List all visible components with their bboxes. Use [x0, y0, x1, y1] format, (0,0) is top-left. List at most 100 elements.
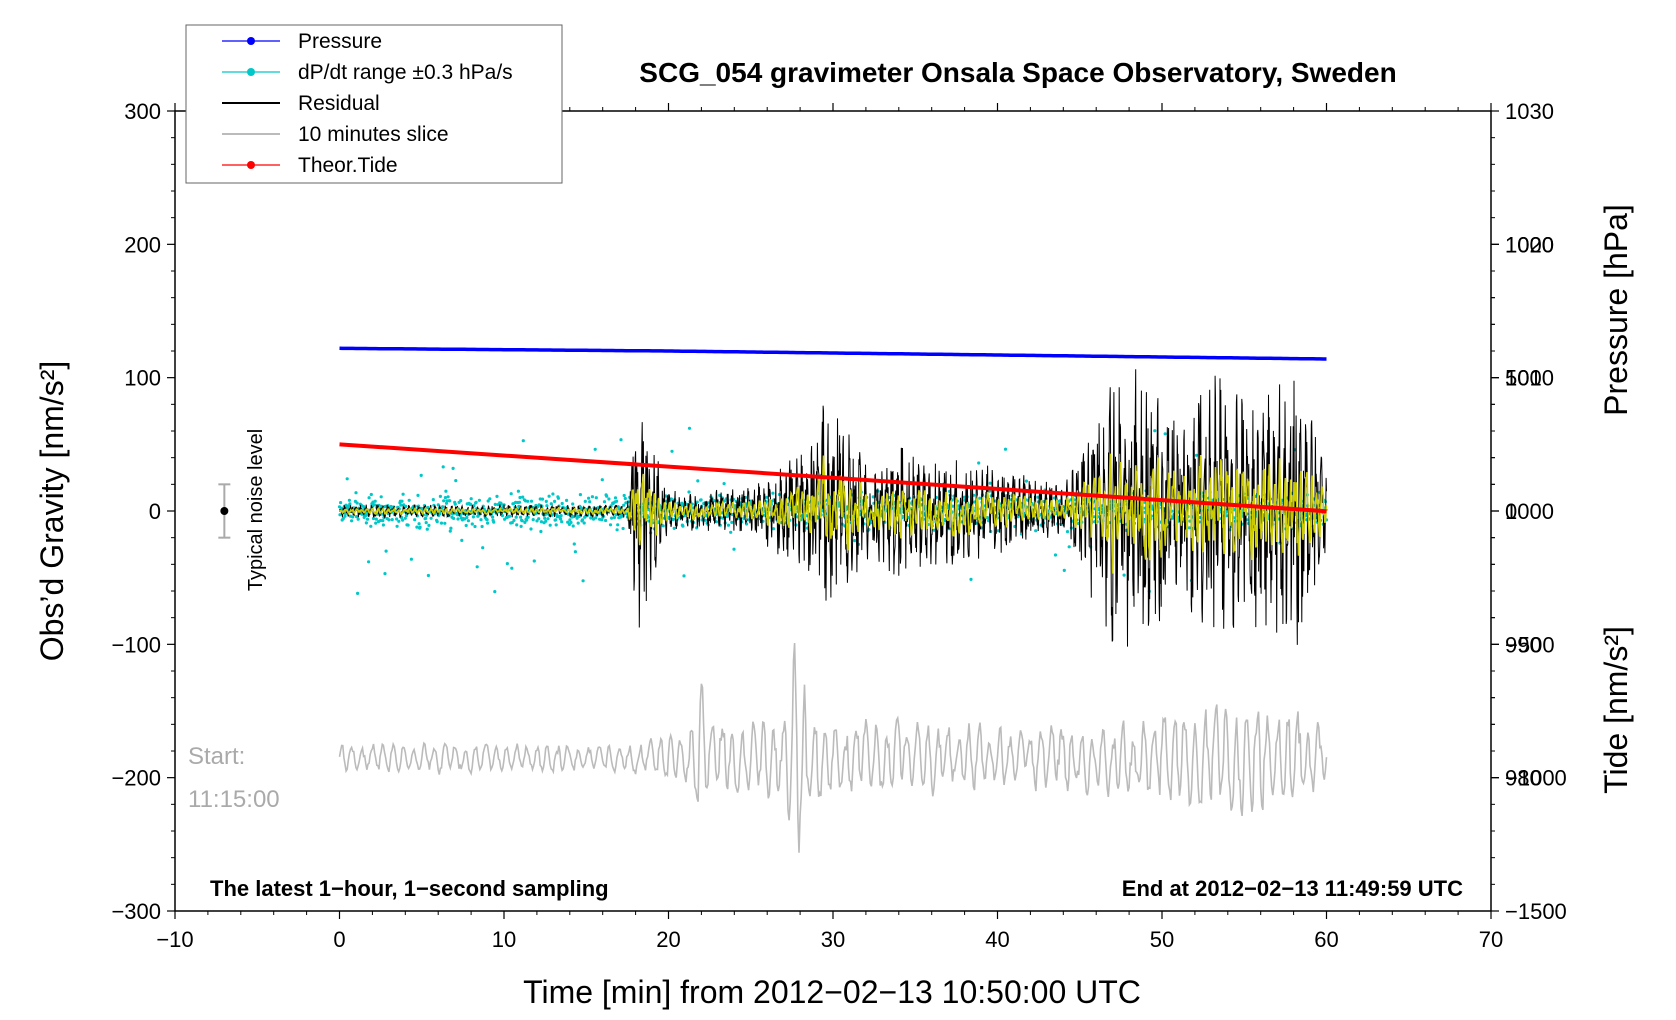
dpdt-point	[670, 449, 674, 453]
y-tick-label-left: 200	[124, 232, 161, 257]
dpdt-point	[553, 499, 557, 503]
dpdt-point	[616, 523, 620, 527]
dpdt-point	[548, 523, 552, 527]
dpdt-point	[449, 526, 453, 530]
dpdt-point	[435, 520, 439, 524]
dpdt-point	[523, 520, 527, 525]
dpdt-point	[390, 518, 394, 522]
y-tick-label-pressure: 1010	[1505, 366, 1554, 391]
dpdt-point	[871, 495, 875, 499]
noise-center	[220, 507, 229, 515]
dpdt-point	[526, 515, 530, 519]
dpdt-point	[395, 524, 399, 528]
dpdt-point	[1163, 432, 1167, 436]
dpdt-point	[514, 515, 518, 519]
dpdt-point	[568, 518, 572, 522]
dpdt-point	[471, 515, 475, 519]
x-tick-label: 60	[1314, 927, 1338, 952]
legend-swatch-marker	[247, 161, 255, 169]
dpdt-point	[714, 520, 719, 524]
y-tick-label-left: 0	[149, 499, 161, 524]
dpdt-point	[406, 523, 410, 527]
dpdt-point	[614, 513, 618, 517]
dpdt-point	[473, 524, 477, 529]
dpdt-point	[469, 502, 473, 506]
y-tick-label-left: 300	[124, 99, 161, 124]
dpdt-point	[488, 497, 492, 501]
legend-label: dP/dt range ±0.3 hPa/s	[298, 61, 513, 84]
dpdt-point	[384, 549, 388, 553]
dpdt-point	[401, 492, 405, 496]
dpdt-point	[560, 520, 564, 524]
dpdt-point	[529, 527, 533, 531]
dpdt-point	[441, 465, 445, 469]
x-tick-label: 70	[1479, 927, 1503, 952]
y-tick-label-pressure: 1020	[1505, 232, 1554, 257]
dpdt-point	[525, 518, 529, 522]
dpdt-point	[661, 524, 665, 528]
dpdt-point	[623, 496, 627, 501]
dpdt-point	[367, 496, 371, 500]
y-tick-label-pressure: 990	[1505, 632, 1542, 657]
legend: Pressure dP/dt range ±0.3 hPa/s Residual 10…	[185, 24, 563, 184]
dpdt-point	[519, 524, 523, 529]
dpdt-point	[379, 495, 383, 499]
dpdt-point	[969, 577, 973, 582]
dpdt-point	[554, 518, 558, 522]
dpdt-point	[444, 501, 449, 505]
noise-errorbar	[218, 483, 231, 539]
dpdt-point	[479, 518, 483, 522]
dpdt-point	[619, 514, 624, 519]
x-axis-label: Time [min] from 2012−02−13 10:50:00 UTC	[523, 974, 1141, 1010]
dpdt-point	[615, 528, 619, 532]
dpdt-point	[448, 499, 452, 503]
dpdt-point	[581, 579, 585, 583]
x-tick-label: 50	[1150, 927, 1174, 952]
dpdt-point	[726, 514, 730, 518]
y-tick-label-tide: 500	[1505, 366, 1542, 391]
dpdt-point	[475, 565, 479, 569]
dpdt-point	[532, 559, 536, 563]
dpdt-point	[442, 499, 446, 503]
x-tick-label: −10	[156, 927, 193, 952]
dpdt-point	[1065, 530, 1070, 534]
dpdt-point	[573, 550, 578, 554]
dpdt-point	[439, 521, 444, 525]
dpdt-point	[520, 519, 524, 523]
dpdt-point	[531, 518, 535, 522]
dpdt-point	[730, 520, 734, 525]
dpdt-point	[517, 500, 522, 504]
legend-label: Residual	[298, 92, 380, 115]
chart-title: SCG_054 gravimeter Onsala Space Observat…	[639, 57, 1396, 88]
dpdt-point	[403, 516, 407, 520]
dpdt-point	[341, 516, 345, 521]
dpdt-point	[343, 514, 347, 518]
dpdt-point	[699, 498, 703, 502]
dpdt-point	[493, 590, 497, 594]
dpdt-point	[537, 503, 541, 507]
dpdt-point	[551, 492, 555, 496]
dpdt-point	[556, 496, 561, 500]
dpdt-point	[413, 518, 417, 522]
dpdt-point	[373, 499, 377, 503]
dpdt-point	[566, 520, 570, 524]
dpdt-point	[459, 499, 463, 503]
dpdt-point	[431, 498, 435, 502]
dpdt-point	[418, 525, 422, 529]
dpdt-point	[1053, 553, 1058, 557]
dpdt-point	[338, 513, 342, 517]
dpdt-point	[1024, 479, 1028, 483]
pressure-line	[339, 346, 1327, 361]
dpdt-point	[624, 512, 629, 516]
dpdt-point	[443, 496, 447, 500]
dpdt-point	[622, 493, 626, 498]
dpdt-point	[339, 501, 343, 505]
dpdt-point	[470, 522, 474, 526]
dpdt-point	[590, 495, 595, 499]
dpdt-point	[350, 519, 354, 523]
dpdt-point	[448, 529, 452, 533]
dpdt-point	[607, 497, 611, 501]
y-tick-label-tide: −500	[1505, 632, 1555, 657]
dpdt-point	[612, 515, 617, 520]
y-tick-label-pressure: 1000	[1505, 499, 1554, 524]
